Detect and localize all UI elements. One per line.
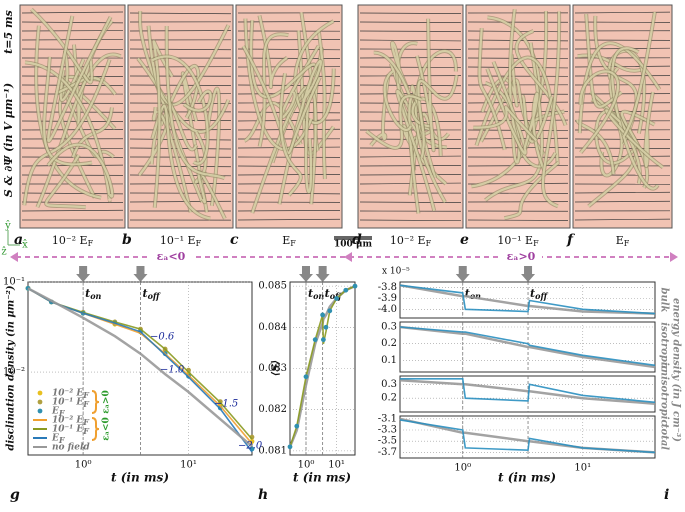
legend-label: no field <box>52 443 90 453</box>
data-point <box>288 444 293 449</box>
regime-label: εₐ<0 <box>157 250 186 263</box>
field-label: 10⁻² EF <box>52 234 94 248</box>
y-tick-label: -3.7 <box>378 447 397 458</box>
field-label: 10⁻¹ EF <box>160 234 202 248</box>
data-point <box>353 284 358 289</box>
y-tick-label: -3.8 <box>378 282 397 293</box>
legend-marker <box>38 409 43 414</box>
panel-title: anisotropic <box>659 362 670 425</box>
y-tick-label: 0.1 <box>381 355 397 366</box>
slope-label: −0.6 <box>150 332 175 343</box>
multiplier: x 10⁻⁵ <box>382 267 410 277</box>
panel-title: total <box>659 424 670 450</box>
data-point <box>327 308 332 313</box>
panel-letter: b <box>122 232 132 248</box>
panel-letter: c <box>230 232 239 248</box>
data-point <box>334 296 339 301</box>
x-tick-label: 10⁰ <box>75 460 92 471</box>
data-point <box>304 374 309 379</box>
x-axis-label: t (in ms) <box>293 471 351 485</box>
axis-label: ẑ <box>1 247 6 258</box>
y-axis-label: ⟨S⟩ <box>271 360 282 376</box>
y-tick-label: 0.3 <box>381 379 397 390</box>
field-label: 10⁻¹ EF <box>497 234 539 248</box>
legend-marker <box>38 400 43 405</box>
y-tick-label: 0.081 <box>258 445 287 456</box>
x-tick-label: 10¹ <box>574 463 591 474</box>
legend-marker <box>38 391 43 396</box>
legend-group: εₐ<0 <box>102 417 112 440</box>
panel-letter: h <box>258 487 268 503</box>
x-axis-label: t (in ms) <box>111 471 169 485</box>
slope-label: −1.5 <box>214 399 238 410</box>
data-point <box>321 337 326 342</box>
data-point <box>313 337 318 342</box>
time-label: t=5 ms <box>2 10 15 54</box>
subscript: F <box>290 239 296 248</box>
x-tick-label: 10¹ <box>328 460 345 471</box>
x-tick-label: 10⁰ <box>454 463 471 474</box>
x-tick-label: 10¹ <box>180 460 197 471</box>
data-point <box>324 325 329 330</box>
y-tick-label: -3.9 <box>378 293 397 304</box>
subscript: F <box>426 239 432 248</box>
y-tick-label: 0.085 <box>258 281 287 292</box>
subscript: F <box>624 239 630 248</box>
plot-area <box>400 376 655 412</box>
y-tick-label: -3.1 <box>378 413 397 424</box>
axis-label: x̂ <box>22 240 28 251</box>
subscript: F <box>533 239 539 248</box>
field-label: 10⁻² EF <box>390 234 432 248</box>
y-tick-label: -4.0 <box>378 304 397 315</box>
subscript: off <box>148 291 161 301</box>
x-axis-label: t (in ms) <box>498 471 556 485</box>
data-point <box>343 288 348 293</box>
axis-label: ŷ <box>4 221 11 232</box>
slope-label: −2.0 <box>238 441 263 452</box>
y-axis-label: energy density (in J cm⁻³) <box>671 298 682 442</box>
data-point <box>294 424 299 429</box>
panel-letter: i <box>664 487 669 503</box>
panel-letter: g <box>10 487 20 503</box>
y-axis-label: disclination density (in μm⁻²) <box>6 285 17 451</box>
y-tick-label: -3.5 <box>378 436 397 447</box>
y-tick-label: 0.082 <box>258 404 287 415</box>
subscript: off <box>535 291 548 301</box>
subscript: F <box>196 239 202 248</box>
panel-letter: e <box>460 232 469 248</box>
y-tick-label: 0.3 <box>381 322 397 333</box>
panel-title: bulk <box>659 288 670 313</box>
y-tick-label: 0.2 <box>381 393 397 404</box>
slope-label: −1.0 <box>160 365 185 376</box>
x-tick-label: 10⁰ <box>298 460 315 471</box>
y-tick-label: 0.2 <box>381 338 397 349</box>
y-tick-label: -3.3 <box>378 425 397 436</box>
y-tick-label: 0.084 <box>258 322 287 333</box>
side-label: S & ∂Ψ (in V μm⁻¹) <box>2 83 15 197</box>
panel-letter: d <box>352 232 362 248</box>
regime-label: εₐ>0 <box>507 250 536 263</box>
data-point <box>320 313 325 318</box>
plot-area <box>400 416 655 458</box>
panel-letter: a <box>14 232 23 248</box>
subscript: F <box>88 239 94 248</box>
legend-group: εₐ>0 <box>102 390 112 413</box>
subscript: on <box>90 291 101 301</box>
